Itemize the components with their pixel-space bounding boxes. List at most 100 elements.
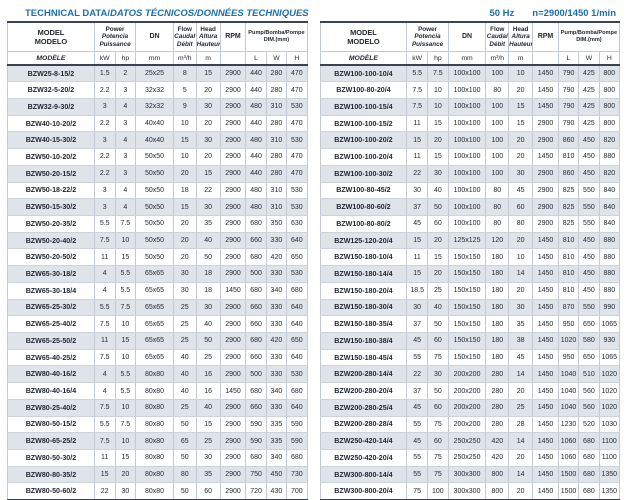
value-cell: 40 (172, 365, 197, 384)
value-cell: 150x150 (447, 332, 487, 350)
value-cell: 37 (406, 198, 429, 216)
value-cell: 20 (172, 232, 197, 250)
value-cell: 11 (93, 248, 116, 267)
value-cell: 35 (195, 215, 221, 233)
value-cell: 20 (427, 265, 449, 283)
value-cell: 280 (485, 365, 510, 384)
value-cell: 4 (114, 131, 137, 150)
value-cell: 15 (172, 131, 197, 150)
value-cell: 30 (114, 482, 137, 500)
value-cell: 1230 (557, 416, 580, 434)
value-cell: 310 (265, 98, 288, 116)
value-cell: 1450 (532, 148, 559, 166)
value-cell: 60 (427, 399, 449, 417)
table-row: BZW65-25-40/2 7.5 10 65x65 25 40 2900 660 330 640 (7, 315, 308, 333)
value-cell: 14 (508, 365, 534, 384)
value-cell: 15 (508, 98, 534, 116)
value-cell: 430 (265, 482, 288, 500)
unit-dn: mm (135, 51, 174, 66)
value-cell: 65x65 (135, 282, 174, 300)
model-cell: BZW150-180-30/4 (319, 299, 408, 317)
table-row: BZW250-420-20/4 55 75 250x250 420 20 1450 1060 6… (319, 449, 621, 467)
value-cell: 3 (93, 98, 116, 116)
value-cell: 660 (245, 349, 267, 367)
value-cell: 30 (508, 299, 534, 317)
value-cell: 5.5 (93, 416, 116, 434)
value-cell: 50x50 (135, 198, 174, 216)
value-cell: 200x200 (447, 382, 487, 400)
value-cell: 5.5 (406, 65, 429, 83)
value-cell: 25 (195, 349, 221, 367)
value-cell: 2900 (219, 349, 247, 367)
value-cell: 530 (286, 198, 308, 216)
table-row: BZW150-180-14/4 15 20 150x150 180 14 1450 810 45… (319, 265, 621, 283)
unit-height: H (598, 51, 621, 66)
unit-dn: mm (447, 51, 487, 66)
value-cell: 50x50 (135, 215, 174, 233)
value-cell: 2900 (219, 248, 247, 267)
value-cell: 3 (114, 81, 137, 99)
value-cell: 40 (195, 399, 221, 417)
value-cell: 10 (172, 148, 197, 166)
model-cell: BZW80-65-25/2 (7, 432, 95, 451)
table-row: BZW150-180-10/4 11 15 150x150 180 10 1450 810 45… (319, 248, 621, 267)
value-cell: 800 (598, 65, 621, 83)
value-cell: 680 (578, 432, 600, 451)
value-cell: 20 (508, 81, 534, 99)
value-cell: 480 (245, 182, 267, 200)
value-cell: 800 (598, 98, 621, 116)
value-cell: 280 (265, 165, 288, 183)
value-cell: 860 (557, 165, 580, 183)
model-cell: BZW65-30-18/2 (7, 265, 95, 283)
value-cell: 280 (485, 416, 510, 434)
value-cell: 100 (485, 115, 510, 133)
value-cell: 7.5 (406, 81, 429, 99)
value-cell: 1020 (598, 399, 621, 417)
value-cell: 1450 (532, 399, 559, 417)
table-row: BZW80-80-35/2 15 20 80x80 80 35 2900 750 450 730 (7, 466, 308, 484)
value-cell: 4 (114, 98, 137, 116)
value-cell: 8 (172, 65, 197, 83)
value-cell: 80x80 (135, 449, 174, 467)
value-cell: 100x100 (447, 198, 487, 216)
value-cell: 3 (93, 198, 116, 216)
column-header-dimensions: Pump/Bomba/Pompe DIM.(mm) (245, 22, 308, 52)
value-cell: 80 (485, 182, 510, 200)
value-cell: 810 (557, 148, 580, 166)
value-cell: 580 (578, 332, 600, 350)
unit-head: m (508, 51, 534, 66)
value-cell: 950 (557, 315, 580, 333)
value-cell: 15 (114, 248, 137, 267)
value-cell: 100 (485, 65, 510, 83)
value-cell: 75 (406, 482, 429, 500)
value-cell: 7.5 (93, 232, 116, 250)
value-cell: 30 (427, 365, 449, 384)
value-cell: 2900 (219, 65, 247, 83)
unit-kw: kW (93, 51, 116, 66)
value-cell: 450 (578, 265, 600, 283)
value-cell: 45 (406, 432, 429, 451)
model-cell: BZW100-80-80/2 (319, 215, 408, 233)
value-cell: 4 (93, 365, 116, 384)
value-cell: 3 (114, 165, 137, 183)
value-cell: 50 (427, 198, 449, 216)
value-cell: 1450 (532, 416, 559, 434)
value-cell: 530 (286, 365, 308, 384)
value-cell: 800 (485, 466, 510, 484)
column-header-head: Head Altura Hauteur (508, 22, 534, 52)
value-cell: 680 (245, 248, 267, 267)
value-cell: 560 (578, 382, 600, 400)
value-cell: 530 (286, 182, 308, 200)
unit-width: W (578, 51, 600, 66)
value-cell: 150x150 (447, 265, 487, 283)
value-cell: 20 (172, 215, 197, 233)
value-cell: 500 (245, 265, 267, 283)
value-cell: 2.2 (93, 148, 116, 166)
value-cell: 650 (286, 248, 308, 267)
value-cell: 450 (578, 232, 600, 250)
value-cell: 11 (93, 449, 116, 467)
value-cell: 1450 (219, 382, 247, 400)
value-cell: 180 (485, 332, 510, 350)
value-cell: 730 (286, 466, 308, 484)
value-cell: 150x150 (447, 315, 487, 333)
